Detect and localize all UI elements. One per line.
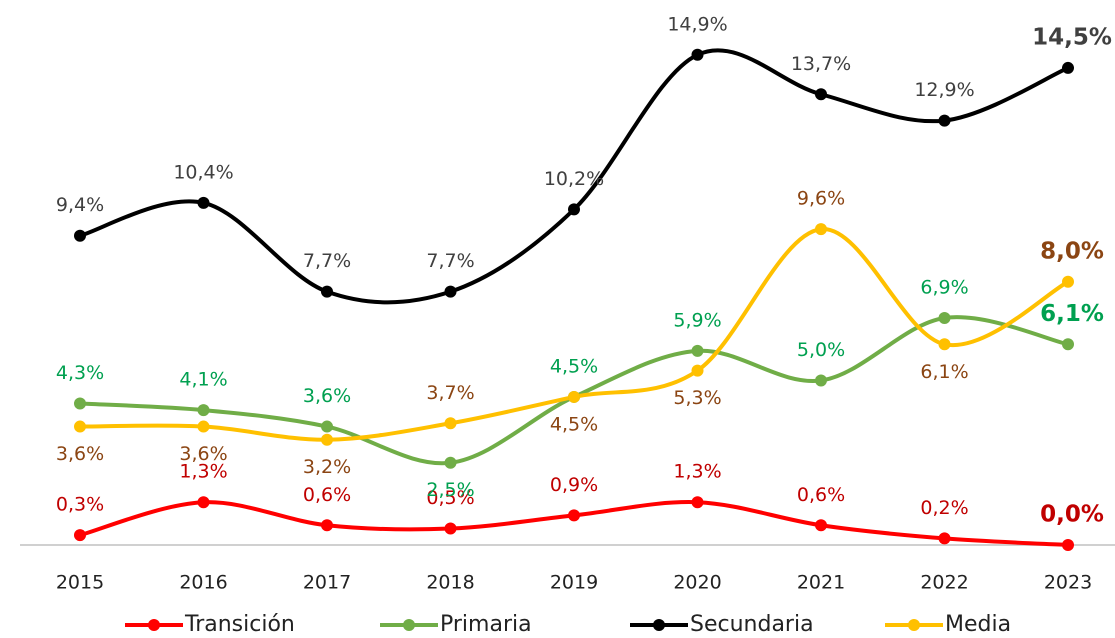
x-tick-label: 2018 bbox=[426, 572, 474, 594]
point bbox=[197, 404, 210, 417]
x-tick-label: 2023 bbox=[1044, 572, 1092, 594]
point bbox=[74, 397, 86, 410]
point bbox=[444, 456, 457, 469]
data-label: 1,3% bbox=[179, 461, 227, 483]
x-tick-label: 2017 bbox=[303, 572, 351, 594]
data-label: 14,9% bbox=[667, 13, 727, 35]
data-label: 9,4% bbox=[56, 194, 104, 216]
point bbox=[444, 417, 457, 430]
data-label: 10,2% bbox=[544, 168, 604, 190]
legend-marker bbox=[403, 619, 415, 631]
x-tick-label: 2022 bbox=[920, 572, 968, 594]
point bbox=[1062, 61, 1074, 74]
data-label: 4,5% bbox=[550, 413, 598, 435]
x-tick-label: 2019 bbox=[550, 572, 598, 594]
data-label: 5,9% bbox=[673, 309, 721, 331]
point bbox=[1062, 338, 1074, 351]
point bbox=[197, 496, 210, 509]
point bbox=[197, 420, 210, 433]
point bbox=[321, 519, 333, 532]
point bbox=[938, 114, 951, 127]
point bbox=[321, 285, 333, 298]
point bbox=[1062, 539, 1074, 551]
point bbox=[691, 344, 704, 357]
data-label: 0,6% bbox=[303, 484, 351, 506]
point bbox=[691, 496, 704, 509]
data-label: 10,4% bbox=[173, 161, 233, 183]
data-label: 3,6% bbox=[303, 385, 351, 407]
data-label: 4,3% bbox=[56, 362, 104, 384]
data-label: 4,1% bbox=[179, 369, 227, 391]
data-label: 0,6% bbox=[797, 484, 845, 506]
point bbox=[321, 433, 333, 446]
legend-label: Media bbox=[945, 612, 1011, 637]
x-tick-label: 2020 bbox=[673, 572, 721, 594]
point bbox=[691, 364, 704, 377]
data-label: 7,7% bbox=[426, 250, 474, 272]
data-label: 13,7% bbox=[791, 53, 851, 75]
x-tick-label: 2015 bbox=[56, 572, 104, 594]
point bbox=[691, 48, 704, 61]
point bbox=[815, 374, 827, 387]
data-label: 2,5% bbox=[426, 479, 474, 501]
data-label: 7,7% bbox=[303, 250, 351, 272]
point bbox=[815, 519, 827, 532]
x-tick-label: 2021 bbox=[797, 572, 845, 594]
point bbox=[815, 88, 827, 101]
point bbox=[938, 532, 951, 545]
legend-label: Transición bbox=[184, 612, 295, 637]
data-label: 3,7% bbox=[426, 382, 474, 404]
data-label: 5,3% bbox=[673, 387, 721, 409]
point bbox=[74, 420, 86, 433]
data-label: 0,3% bbox=[56, 494, 104, 516]
data-label: 0,5% bbox=[426, 487, 474, 509]
legend-marker bbox=[148, 619, 160, 631]
point bbox=[444, 285, 457, 298]
point bbox=[568, 509, 580, 522]
x-tick-label: 2016 bbox=[179, 572, 227, 594]
data-label: 9,6% bbox=[797, 188, 845, 210]
point bbox=[568, 203, 580, 216]
legend-marker bbox=[653, 619, 665, 631]
legend-label: Primaria bbox=[440, 612, 532, 637]
data-label: 3,6% bbox=[56, 443, 104, 465]
point bbox=[197, 196, 210, 209]
data-label: 8,0% bbox=[1040, 238, 1104, 264]
series-line bbox=[79, 315, 1069, 466]
data-label: 3,6% bbox=[179, 443, 227, 465]
data-label: 6,9% bbox=[920, 276, 968, 298]
data-label: 1,3% bbox=[673, 461, 721, 483]
point bbox=[74, 229, 86, 242]
point bbox=[815, 223, 827, 236]
point bbox=[321, 420, 333, 433]
data-label: 0,2% bbox=[920, 497, 968, 519]
data-label: 6,1% bbox=[1040, 301, 1104, 327]
legend-marker bbox=[908, 619, 920, 631]
data-label: 4,5% bbox=[550, 355, 598, 377]
data-label: 0,0% bbox=[1040, 502, 1104, 528]
data-label: 3,2% bbox=[303, 456, 351, 478]
data-label: 6,1% bbox=[920, 361, 968, 383]
point bbox=[938, 311, 951, 324]
data-label: 0,9% bbox=[550, 474, 598, 496]
data-label: 12,9% bbox=[914, 79, 974, 101]
point bbox=[568, 390, 580, 403]
point bbox=[938, 338, 951, 351]
series-line bbox=[79, 227, 1069, 442]
legend-label: Secundaria bbox=[690, 612, 814, 637]
point bbox=[444, 522, 457, 535]
data-label: 5,0% bbox=[797, 339, 845, 361]
point bbox=[74, 529, 86, 542]
data-label: 14,5% bbox=[1032, 24, 1112, 50]
point bbox=[1062, 275, 1074, 288]
